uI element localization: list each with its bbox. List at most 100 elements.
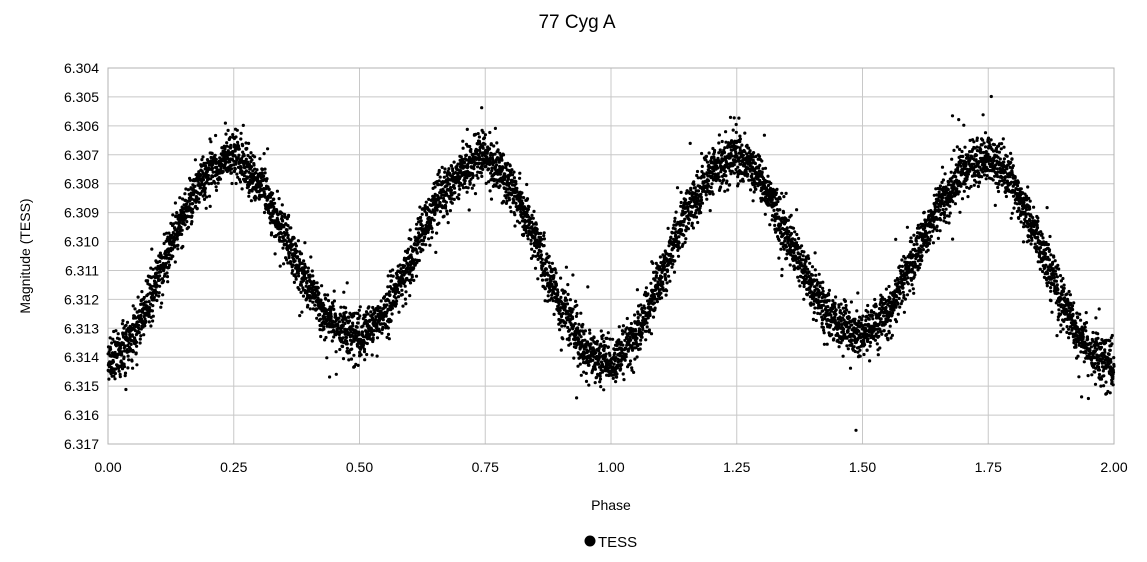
data-point [165, 275, 170, 279]
data-point [613, 359, 617, 363]
data-point [660, 275, 664, 279]
data-point [418, 205, 422, 209]
data-point [476, 132, 480, 136]
data-point [501, 166, 505, 170]
data-point [452, 197, 456, 201]
data-point [437, 168, 441, 173]
data-point [371, 333, 376, 337]
data-point [601, 333, 605, 337]
data-point [144, 319, 148, 323]
data-point [193, 184, 197, 188]
data-point [531, 216, 535, 220]
data-point [278, 235, 282, 239]
data-point [769, 181, 773, 185]
data-point [465, 190, 469, 194]
data-point [202, 197, 207, 201]
data-point [533, 266, 538, 270]
data-point [150, 293, 154, 297]
data-point [798, 284, 802, 288]
data-point [285, 231, 289, 235]
data-point [297, 287, 301, 291]
data-point [563, 324, 567, 328]
data-point [556, 290, 560, 294]
data-point [723, 189, 727, 193]
data-point [323, 338, 327, 342]
data-point [640, 331, 644, 335]
data-point [593, 367, 598, 371]
data-point [686, 227, 691, 231]
data-point [265, 177, 269, 181]
data-point [710, 182, 714, 186]
data-point [207, 182, 211, 186]
data-point [753, 161, 758, 166]
data-point [332, 307, 336, 311]
data-point [602, 340, 606, 344]
data-point [500, 158, 504, 162]
data-point [532, 209, 536, 213]
data-point [337, 320, 341, 324]
data-point [554, 283, 559, 287]
data-point [472, 167, 476, 171]
data-point [578, 362, 582, 366]
data-point [409, 237, 413, 241]
data-point [481, 167, 485, 171]
data-point [365, 352, 369, 357]
data-point [175, 237, 179, 241]
data-point [561, 337, 565, 341]
data-point [583, 329, 588, 333]
data-point [451, 169, 455, 173]
data-point [147, 313, 151, 317]
data-point [664, 278, 668, 282]
data-point [635, 355, 639, 359]
data-point [325, 356, 329, 360]
data-point [154, 293, 158, 297]
data-point [149, 324, 153, 328]
data-point [797, 236, 801, 241]
data-point [404, 302, 408, 306]
data-point [155, 290, 159, 294]
data-point [330, 339, 334, 343]
data-point [312, 281, 317, 285]
data-point [122, 365, 127, 369]
data-point [110, 341, 114, 345]
data-point [735, 145, 740, 149]
data-point [689, 210, 694, 214]
data-point [124, 332, 128, 336]
data-point [784, 191, 788, 195]
data-point [130, 334, 134, 338]
data-point [414, 274, 419, 278]
data-point [345, 281, 349, 285]
data-point [129, 342, 133, 346]
data-point [512, 176, 517, 180]
data-point [737, 116, 741, 120]
data-point [341, 344, 345, 349]
data-point [567, 336, 571, 340]
data-point [146, 279, 150, 283]
data-point [197, 197, 201, 201]
data-point [620, 363, 624, 367]
data-point [319, 298, 323, 302]
data-point [289, 248, 294, 252]
data-point [734, 130, 738, 134]
data-point [387, 290, 392, 294]
data-point [269, 205, 273, 209]
data-point [628, 362, 632, 366]
data-point [122, 355, 126, 359]
data-point [470, 186, 474, 190]
data-point [178, 196, 182, 200]
data-point [131, 304, 135, 308]
data-point [281, 246, 285, 250]
data-point [489, 142, 493, 146]
data-point [304, 265, 308, 269]
data-point [247, 141, 251, 145]
data-point [736, 165, 740, 169]
data-point [381, 318, 385, 322]
data-point [175, 211, 179, 215]
data-point [318, 317, 323, 321]
data-point [602, 388, 606, 392]
data-point [546, 294, 550, 298]
data-point [188, 199, 192, 203]
data-point [262, 174, 266, 178]
data-point [299, 290, 303, 294]
data-point [226, 149, 230, 153]
